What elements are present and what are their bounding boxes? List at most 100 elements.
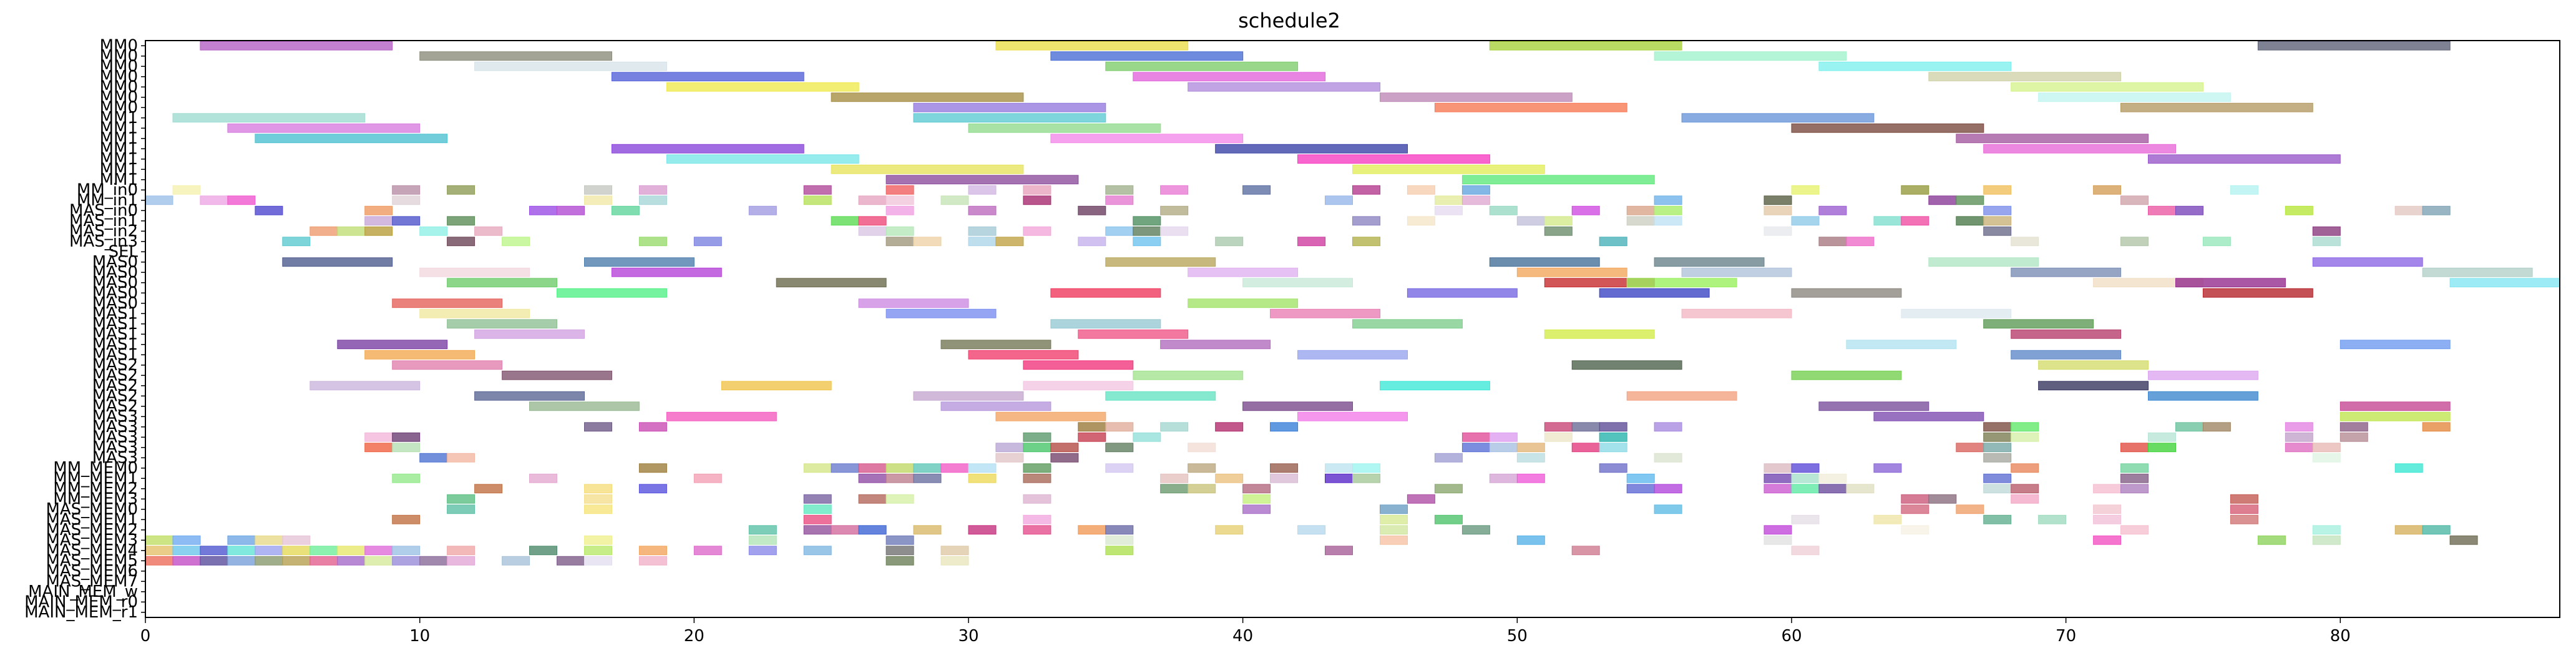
y-tick-label: MAS_MEM6 (46, 562, 138, 581)
gantt-bar (1023, 432, 1051, 442)
gantt-bar (1818, 61, 2012, 71)
y-tick-label: MAS2 (92, 397, 138, 416)
gantt-bar (1352, 473, 1380, 483)
gantt-bar (1681, 308, 1792, 318)
gantt-bar (392, 514, 421, 524)
gantt-bar (1516, 443, 1545, 453)
gantt-bar (1242, 401, 1353, 411)
gantt-bar (1023, 443, 1051, 453)
gantt-bar (282, 556, 311, 566)
gantt-bar (172, 535, 201, 545)
gantt-bar (1133, 370, 1244, 380)
gantt-bar (447, 556, 476, 566)
gantt-bar (886, 473, 914, 483)
gantt-bar (1105, 61, 1299, 71)
gantt-bar (1764, 473, 1792, 483)
gantt-bar (337, 556, 366, 566)
gantt-bar (227, 535, 256, 545)
gantt-bar (1407, 185, 1435, 195)
gantt-bar (803, 504, 832, 514)
gantt-bar (1407, 288, 1518, 298)
x-tick-label: 0 (140, 627, 151, 646)
y-tick-label: MM1 (100, 109, 138, 127)
gantt-bar (1105, 443, 1134, 453)
gantt-bar (1928, 195, 1957, 205)
y-tick-label: MAIN_MEM_r1 (24, 603, 138, 622)
x-tick-label: 50 (1507, 627, 1528, 646)
gantt-bar (1160, 185, 1189, 195)
gantt-bar (1626, 391, 1737, 401)
gantt-bar (1873, 411, 1984, 421)
gantt-bar (2120, 237, 2149, 247)
gantt-bar (2120, 525, 2149, 535)
gantt-bar (2202, 288, 2313, 298)
gantt-bar (995, 237, 1024, 247)
gantt-bar (447, 319, 557, 329)
gantt-bar (1023, 226, 1051, 236)
gantt-bar (255, 205, 283, 215)
gantt-bar (310, 226, 338, 236)
gantt-bar (1461, 175, 1655, 185)
y-tick-label: MAS_MEM1 (46, 510, 138, 529)
gantt-bar (584, 494, 612, 504)
gantt-bar (913, 113, 1106, 123)
gantt-bar (584, 195, 612, 205)
gantt-bar (940, 340, 1051, 350)
gantt-bar (2394, 525, 2423, 535)
gantt-bar (1818, 401, 1930, 411)
y-tick-label: MAS1 (92, 345, 138, 364)
gantt-bar (2120, 463, 2149, 473)
gantt-bar (968, 123, 1161, 133)
gantt-bar (1188, 484, 1216, 494)
gantt-bar (145, 556, 173, 566)
gantt-bar (1764, 535, 1792, 545)
gantt-bar (913, 237, 942, 247)
gantt-bar (1297, 525, 1326, 535)
gantt-bar (364, 350, 476, 360)
gantt-bar (1928, 494, 1957, 504)
y-axis: MM0MM0MM0MM0MM0MM0MM0MM1MM1MM1MM1MM1MM1M… (24, 36, 145, 622)
gantt-bar (2422, 205, 2451, 215)
gantt-bar (419, 267, 530, 277)
gantt-bar (1983, 484, 2012, 494)
gantt-bar (2230, 185, 2258, 195)
gantt-bar (1434, 453, 1463, 463)
gantt-bar (584, 535, 612, 545)
gantt-bar (447, 453, 476, 463)
y-tick-label: MM0 (100, 67, 138, 86)
gantt-bar (1105, 422, 1134, 432)
gantt-bar (940, 556, 969, 566)
gantt-bar (584, 556, 612, 566)
gantt-bar (1489, 432, 1518, 442)
gantt-bar (2148, 154, 2341, 164)
gantt-bar (2175, 278, 2286, 288)
gantt-bar (145, 195, 173, 205)
gantt-bar (1956, 134, 2149, 144)
gantt-bar (1599, 422, 1627, 432)
gantt-bar (886, 185, 914, 195)
gantt-bar (1571, 205, 1600, 215)
x-tick-label: 70 (2056, 627, 2076, 646)
gantt-bar (2148, 391, 2258, 401)
gantt-bar (968, 237, 997, 247)
gantt-bar (255, 556, 283, 566)
gantt-bar (392, 556, 421, 566)
gantt-bar (748, 546, 777, 556)
gantt-bar (1544, 329, 1655, 339)
gantt-bar (748, 535, 777, 545)
gantt-bar (502, 370, 612, 380)
y-tick-label: MM0 (100, 88, 138, 107)
gantt-bar (1160, 473, 1189, 483)
gantt-bar (1791, 484, 1820, 494)
x-tick-label: 20 (684, 627, 705, 646)
gantt-bar (1023, 463, 1051, 473)
gantt-bar (1133, 216, 1161, 226)
y-tick-label: MAS1 (92, 315, 138, 333)
y-tick-label: MAS3 (92, 438, 138, 457)
gantt-bar (693, 473, 722, 483)
gantt-bar (557, 556, 585, 566)
gantt-bar (1599, 463, 1627, 473)
gantt-bar (1078, 422, 1106, 432)
gantt-bar (2394, 463, 2423, 473)
